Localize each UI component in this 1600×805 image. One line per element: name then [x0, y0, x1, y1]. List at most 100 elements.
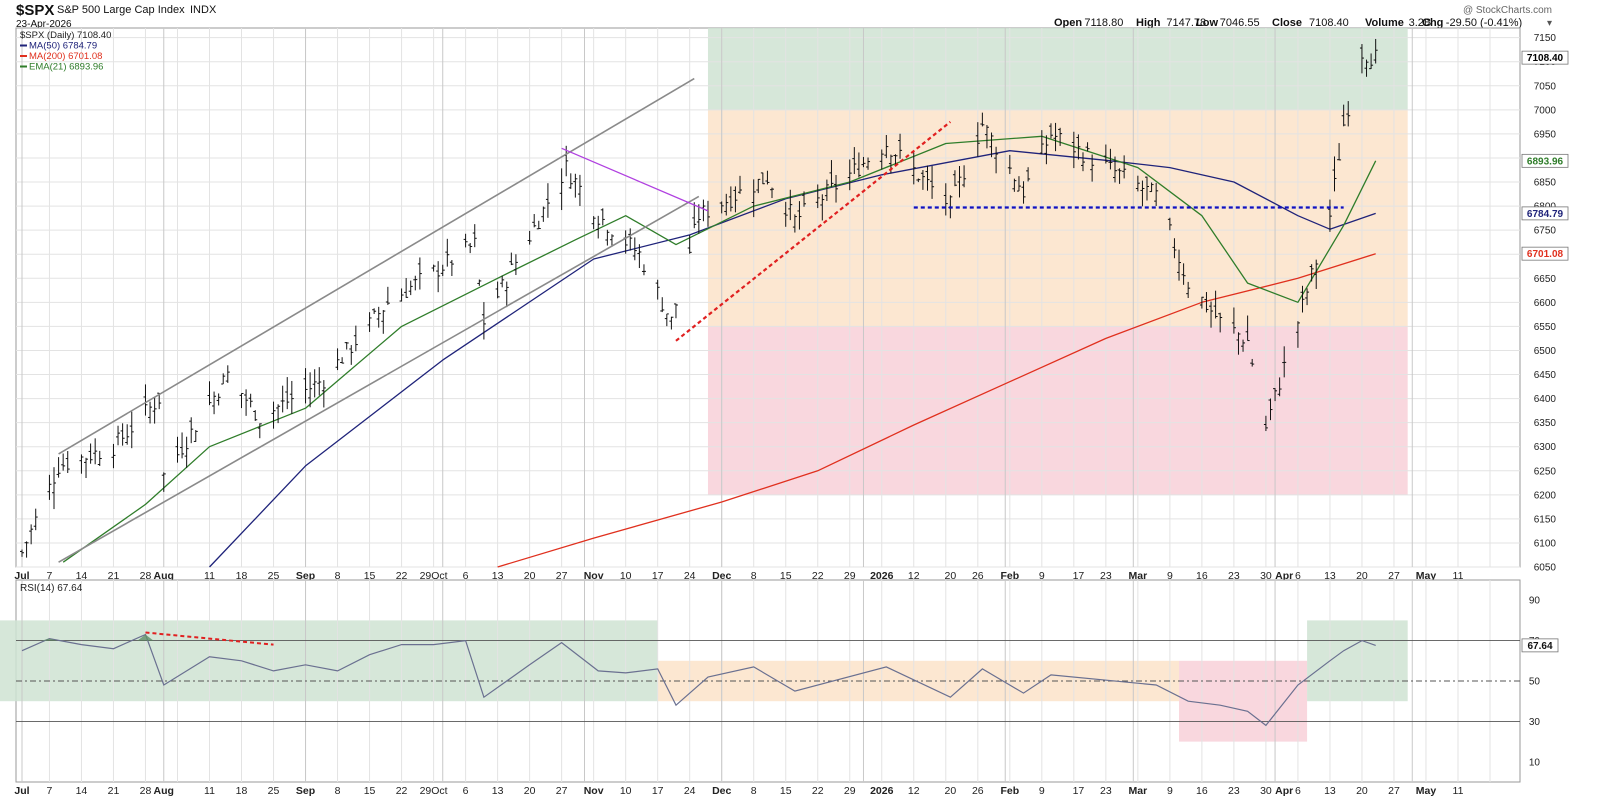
ohlc-label-open: Open: [1054, 17, 1082, 29]
date-tick-label: 16: [1196, 570, 1208, 582]
ohlc-value-high: 7147.78: [1166, 17, 1206, 29]
price-tag-box: [1521, 50, 1569, 65]
date-tick-label: 23: [1228, 570, 1240, 582]
rsi-date-tick-label: Dec: [712, 785, 731, 797]
rsi-date-tick-label: 22: [396, 785, 408, 797]
date-tick-label: 13: [492, 570, 504, 582]
ohlc-label-volume: Volume: [1365, 17, 1404, 29]
price-tag-value: 7108.40: [1527, 53, 1564, 64]
rsi-date-tick-label: 23: [1100, 785, 1112, 797]
channel-upper-line: [58, 77, 695, 455]
rsi-date-tick-label: 7: [47, 785, 53, 797]
rsi-date-tick-label: 27: [556, 785, 568, 797]
date-tick-label: 11: [1453, 570, 1464, 582]
rsi-date-tick-label: 25: [268, 785, 280, 797]
rsi-date-tick-label: 9: [1167, 785, 1173, 797]
date-tick-label: 20: [524, 570, 536, 582]
date-tick-label: 26: [972, 570, 984, 582]
rsi-date-tick-label: 21: [108, 785, 120, 797]
rsi-date-tick-label: Jul: [14, 785, 29, 797]
date-tick-label: Mar: [1129, 570, 1148, 582]
rsi-date-tick-label: 26: [972, 785, 984, 797]
symbol-exchange: INDX: [190, 4, 217, 16]
date-tick-label: 9: [1167, 570, 1173, 582]
date-tick-label: 6: [1295, 570, 1301, 582]
date-tick-label: Aug: [154, 570, 174, 582]
date-tick-label: 12: [908, 570, 920, 582]
rsi-panel: 9070503010RSI(14) 67.6467.64Jul7142128Au…: [0, 579, 1559, 797]
rsi-date-tick-label: 12: [908, 785, 920, 797]
price-tag-box: [1521, 153, 1569, 168]
price-tick-label: 6600: [1534, 298, 1557, 309]
price-tick-label: 6250: [1534, 466, 1557, 477]
price-tick-label: 7150: [1534, 33, 1557, 44]
rsi-zone-red: [1179, 660, 1308, 742]
date-tick-label: 14: [76, 570, 88, 582]
price-tag-value: 6784.79: [1527, 209, 1564, 220]
date-tick-label: 13: [1324, 570, 1336, 582]
price-tag-box: [1521, 206, 1569, 221]
price-tag-value: 6701.08: [1527, 249, 1564, 260]
price-tick-label: 6150: [1534, 514, 1557, 525]
ohlc-value-volume: 3.2B: [1409, 17, 1432, 29]
price-tick-label: 6200: [1534, 490, 1557, 501]
ohlc-value-chg: -29.50 (-0.41%): [1446, 17, 1522, 29]
rsi-date-tick-label: 15: [364, 785, 376, 797]
price-tick-label: 6500: [1534, 346, 1557, 357]
rsi-date-tick-label: 6: [463, 785, 469, 797]
date-tick-label: 21: [108, 570, 120, 582]
rsi-date-tick-label: 10: [620, 785, 632, 797]
price-tick-label: 6450: [1534, 370, 1557, 381]
rsi-date-tick-label: 11: [1453, 785, 1464, 797]
rsi-date-tick-label: 11: [204, 785, 215, 797]
price-zone-green: [707, 28, 1408, 110]
date-tick-label: May: [1416, 570, 1437, 582]
rsi-date-tick-label: 9: [1039, 785, 1045, 797]
rsi-date-tick-label: Feb: [1000, 785, 1019, 797]
price-panel: 7150710070507000695069006850680067506700…: [14, 27, 1569, 582]
price-tick-label: 7050: [1534, 81, 1557, 92]
date-tick-label: Nov: [584, 570, 604, 582]
date-tick-label: 15: [780, 570, 792, 582]
date-tick-label: 22: [396, 570, 408, 582]
rsi-date-tick-label: 17: [652, 785, 664, 797]
rsi-date-tick-label: Sep: [296, 785, 315, 797]
rsi-line: [21, 633, 1376, 727]
rsi-tick-label: 30: [1529, 717, 1541, 728]
date-tick-label: 6: [463, 570, 469, 582]
rsi-tag-value: 67.64: [1527, 641, 1552, 652]
ohlc-value-close: 7108.40: [1309, 17, 1349, 29]
rsi-date-tick-label: 27: [1388, 785, 1400, 797]
rsi-date-tick-label: 23: [1228, 785, 1240, 797]
rsi-date-tick-label: 6: [1295, 785, 1301, 797]
rsi-date-tick-label: Mar: [1129, 785, 1148, 797]
rsi-date-tick-label: 20: [945, 785, 957, 797]
rsi-date-tick-label: 13: [1324, 785, 1336, 797]
ohlc-value-open: 7118.80: [1084, 17, 1123, 29]
ohlc-menu-icon[interactable]: ▾: [1547, 18, 1552, 29]
rsi-date-tick-label: May: [1416, 785, 1437, 797]
rsi-date-tick-label: 13: [492, 785, 504, 797]
legend-entry: $SPX (Daily) 7108.40: [20, 30, 111, 41]
date-tick-label: 25: [268, 570, 280, 582]
price-tick-label: 6050: [1534, 563, 1557, 574]
chart-date: 23-Apr-2026: [16, 19, 72, 30]
price-tag-value: 6893.96: [1527, 156, 1564, 167]
rsi-date-tick-label: Apr: [1275, 785, 1293, 797]
series-ma200: [497, 253, 1376, 568]
rsi-date-tick-label: 29Oct: [420, 785, 448, 797]
price-zone-orange: [707, 109, 1408, 327]
price-tick-label: 6350: [1534, 418, 1557, 429]
uptrend-dotted-line: [675, 120, 952, 342]
rsi-date-tick-label: 2026: [870, 785, 894, 797]
price-tick-label: 6550: [1534, 322, 1557, 333]
date-tick-label: 11: [204, 570, 215, 582]
rsi-date-tick-label: 29: [844, 785, 856, 797]
date-tick-label: 20: [1356, 570, 1368, 582]
date-tick-label: 24: [684, 570, 696, 582]
price-tick-label: 6650: [1534, 274, 1557, 285]
